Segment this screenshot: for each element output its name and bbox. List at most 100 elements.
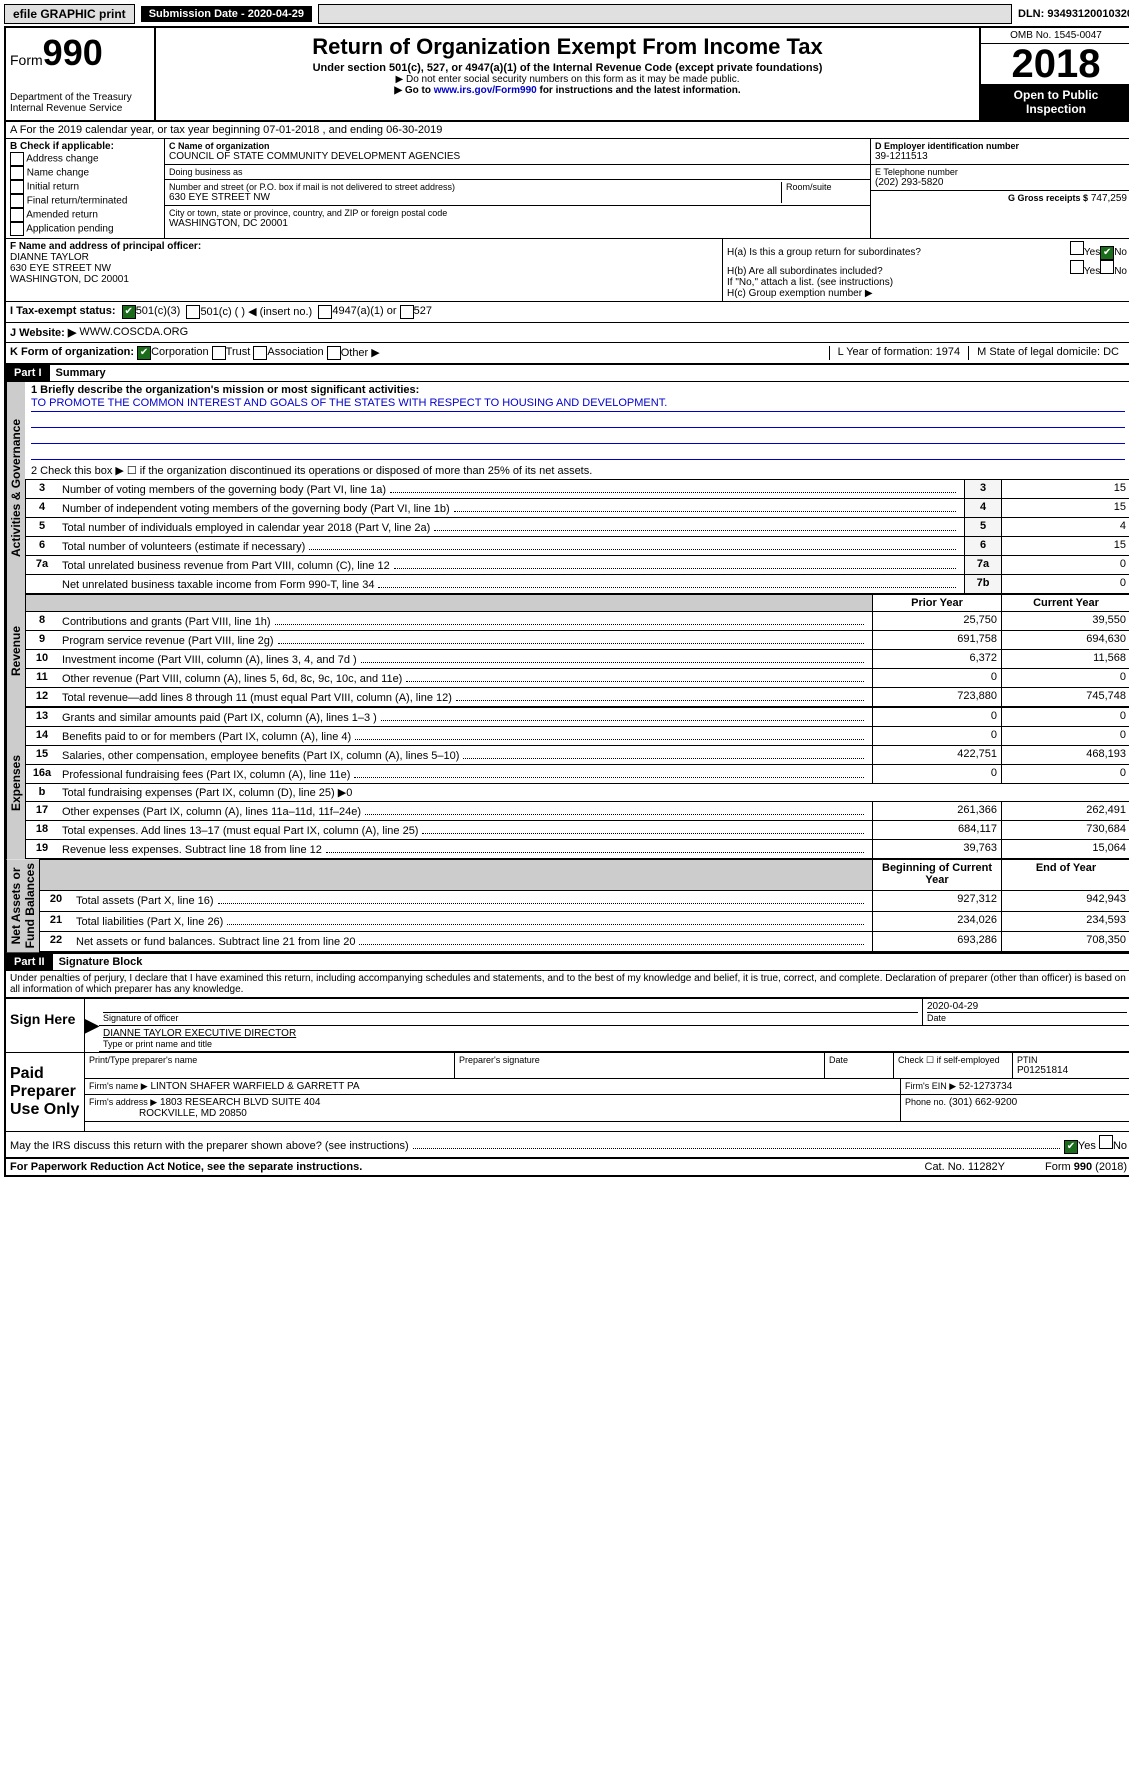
vlabel-expenses: Expenses: [6, 707, 25, 859]
chk-501c[interactable]: [186, 305, 200, 319]
subtitle-1: Under section 501(c), 527, or 4947(a)(1)…: [164, 62, 971, 74]
top-toolbar: efile GRAPHIC print Submission Date - 20…: [4, 4, 1129, 24]
vlabel-activities: Activities & Governance: [6, 382, 25, 594]
part2-badge: Part II: [6, 954, 53, 970]
firm-ein: 52-1273734: [959, 1081, 1012, 1092]
chk-address-change[interactable]: Address change: [10, 152, 160, 166]
mission-label: 1 Briefly describe the organization's mi…: [31, 384, 1125, 396]
box-d-e-g: D Employer identification number 39-1211…: [871, 139, 1129, 238]
self-employed-check[interactable]: Check ☐ if self-employed: [894, 1053, 1013, 1078]
submission-date-badge: Submission Date - 2020-04-29: [141, 6, 312, 22]
ptin-label: PTIN: [1017, 1055, 1127, 1065]
phone-value: (202) 293-5820: [875, 177, 1127, 188]
sig-date-value: 2020-04-29: [927, 1001, 1127, 1012]
ptin-value: P01251814: [1017, 1065, 1127, 1076]
hb-no-checkbox[interactable]: [1100, 260, 1114, 274]
chk-name-change[interactable]: Name change: [10, 166, 160, 180]
netassets-section: Net Assets or Fund Balances Beginning of…: [6, 859, 1129, 952]
chk-527[interactable]: [400, 305, 414, 319]
header-left: Form990 Department of the Treasury Inter…: [6, 28, 156, 120]
street-address: 630 EYE STREET NW: [169, 192, 781, 203]
hb-label: H(b) Are all subordinates included?: [727, 266, 1070, 277]
gross-receipts-value: 747,259: [1091, 193, 1127, 204]
subtitle-3: ▶ Go to www.irs.gov/Form990 for instruct…: [164, 85, 971, 96]
firm-phone: (301) 662-9200: [949, 1097, 1017, 1108]
perjury-declaration: Under penalties of perjury, I declare th…: [6, 971, 1129, 997]
part2-header: Part II Signature Block: [6, 952, 1129, 971]
header-mid: Return of Organization Exempt From Incom…: [156, 28, 979, 120]
officer-name-title: DIANNE TAYLOR EXECUTIVE DIRECTOR: [103, 1028, 1127, 1039]
revenue-section: Revenue Prior YearCurrent Year8Contribut…: [6, 594, 1129, 707]
addr-label: Number and street (or P.O. box if mail i…: [169, 182, 781, 192]
sig-date-label: Date: [927, 1012, 1127, 1023]
preparer-sig-label: Preparer's signature: [455, 1053, 825, 1078]
hb-yes-checkbox[interactable]: [1070, 260, 1084, 274]
irs-link[interactable]: www.irs.gov/Form990: [434, 85, 537, 96]
chk-initial-return[interactable]: Initial return: [10, 180, 160, 194]
name-title-label: Type or print name and title: [103, 1039, 1127, 1049]
expenses-table: 13Grants and similar amounts paid (Part …: [25, 707, 1129, 859]
chk-association[interactable]: [253, 346, 267, 360]
form-990: Form990 Department of the Treasury Inter…: [4, 26, 1129, 1177]
chk-trust[interactable]: [212, 346, 226, 360]
chk-final-return[interactable]: Final return/terminated: [10, 194, 160, 208]
pra-notice: For Paperwork Reduction Act Notice, see …: [10, 1161, 362, 1173]
cat-no: Cat. No. 11282Y: [925, 1161, 1006, 1173]
discuss-label: May the IRS discuss this return with the…: [10, 1140, 409, 1152]
ha-label: H(a) Is this a group return for subordin…: [727, 247, 1070, 258]
row-j: J Website: ▶ WWW.COSCDA.ORG: [6, 323, 1129, 343]
preparer-date-label: Date: [825, 1053, 894, 1078]
firm-phone-label: Phone no.: [905, 1097, 946, 1107]
org-name-label: C Name of organization: [169, 141, 866, 151]
vlabel-netassets: Net Assets or Fund Balances: [6, 859, 39, 952]
org-name: COUNCIL OF STATE COMMUNITY DEVELOPMENT A…: [169, 151, 866, 162]
year-formation: L Year of formation: 1974: [829, 346, 969, 360]
form-header: Form990 Department of the Treasury Inter…: [6, 28, 1129, 122]
box-c: C Name of organization COUNCIL OF STATE …: [165, 139, 871, 238]
form-footer: For Paperwork Reduction Act Notice, see …: [6, 1157, 1129, 1175]
hb-note: If "No," attach a list. (see instruction…: [727, 277, 1127, 288]
city-label: City or town, state or province, country…: [169, 208, 866, 218]
firm-addr1: 1803 RESEARCH BLVD SUITE 404: [160, 1097, 320, 1108]
sign-here-block: Sign Here ▶ Signature of officer 2020-04…: [6, 997, 1129, 1052]
website-value: WWW.COSCDA.ORG: [79, 326, 188, 339]
chk-app-pending[interactable]: Application pending: [10, 222, 160, 236]
sig-officer-label: Signature of officer: [103, 1012, 918, 1023]
form-number: 990: [43, 32, 103, 73]
ha-yes-checkbox[interactable]: [1070, 241, 1084, 255]
row-a-taxyear: A For the 2019 calendar year, or tax yea…: [6, 122, 1129, 139]
discuss-row: May the IRS discuss this return with the…: [6, 1131, 1129, 1157]
firm-ein-label: Firm's EIN ▶: [905, 1081, 956, 1091]
part1-badge: Part I: [6, 365, 50, 381]
officer-addr1: 630 EYE STREET NW: [10, 263, 718, 274]
phone-label: E Telephone number: [875, 167, 1127, 177]
box-b-label: B Check if applicable:: [10, 141, 160, 152]
efile-print-button[interactable]: efile GRAPHIC print: [4, 4, 135, 24]
netassets-table: Beginning of Current YearEnd of Year20To…: [39, 859, 1129, 952]
chk-4947[interactable]: [318, 305, 332, 319]
ein-label: D Employer identification number: [875, 141, 1127, 151]
mission-text: TO PROMOTE THE COMMON INTEREST AND GOALS…: [31, 396, 1125, 412]
ha-no-checkbox[interactable]: ✔: [1100, 246, 1114, 260]
preparer-name-label: Print/Type preparer's name: [85, 1053, 455, 1078]
box-f: F Name and address of principal officer:…: [6, 239, 723, 301]
dept-treasury: Department of the Treasury Internal Reve…: [10, 92, 150, 114]
state-domicile: M State of legal domicile: DC: [968, 346, 1127, 360]
chk-other[interactable]: [327, 346, 341, 360]
open-public-badge: Open to Public Inspection: [981, 84, 1129, 120]
firm-name: LINTON SHAFER WARFIELD & GARRETT PA: [150, 1081, 359, 1092]
firm-addr2: ROCKVILLE, MD 20850: [139, 1108, 247, 1119]
vlabel-revenue: Revenue: [6, 594, 25, 707]
chk-amended[interactable]: Amended return: [10, 208, 160, 222]
discuss-no-checkbox[interactable]: [1099, 1135, 1113, 1149]
discuss-yes-checkbox[interactable]: ✔: [1064, 1140, 1078, 1154]
officer-name: DIANNE TAYLOR: [10, 252, 718, 263]
header-right: OMB No. 1545-0047 2018 Open to Public In…: [979, 28, 1129, 120]
chk-501c3[interactable]: ✔: [122, 305, 136, 319]
firm-addr-label: Firm's address ▶: [89, 1097, 157, 1107]
city-state-zip: WASHINGTON, DC 20001: [169, 218, 866, 229]
governance-table: 3Number of voting members of the governi…: [25, 479, 1129, 594]
row-f-h: F Name and address of principal officer:…: [6, 239, 1129, 302]
part2-title: Signature Block: [53, 954, 149, 970]
chk-corporation[interactable]: ✔: [137, 346, 151, 360]
